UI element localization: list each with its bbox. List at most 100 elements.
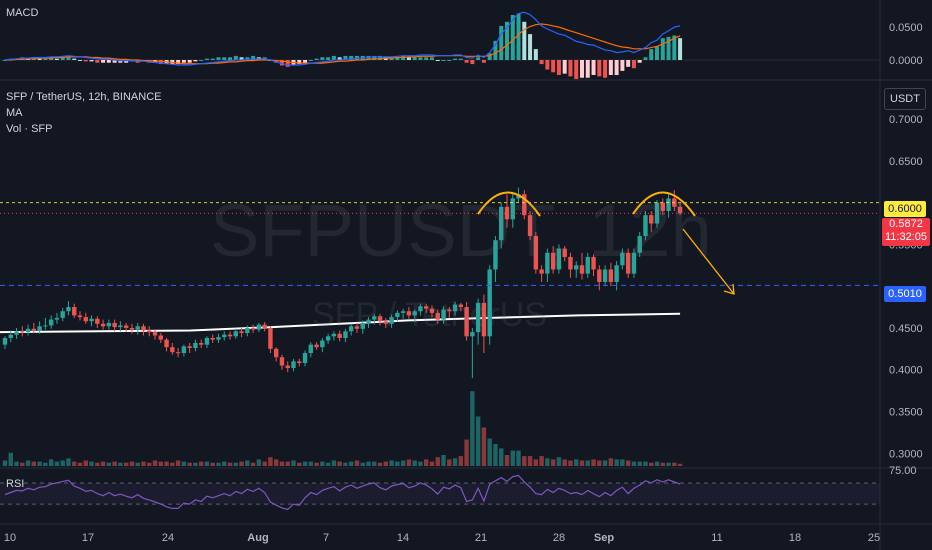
volume-bar xyxy=(643,461,648,466)
volume-bar xyxy=(666,462,671,466)
volume-bar xyxy=(562,459,567,466)
volume-label[interactable]: Vol · SFP xyxy=(6,123,53,135)
candle-body xyxy=(112,322,117,328)
candle-body xyxy=(95,318,100,324)
volume-bar xyxy=(441,455,446,466)
candle-body xyxy=(412,311,417,316)
volume-bar xyxy=(250,462,256,466)
candle-body xyxy=(539,269,544,274)
macd-histogram-bar xyxy=(251,55,256,60)
candle-body xyxy=(250,327,256,330)
macd-histogram-bar xyxy=(447,60,452,61)
macd-histogram-bar xyxy=(326,57,331,60)
macd-histogram-bar xyxy=(487,53,492,60)
macd-histogram-bar xyxy=(228,57,233,60)
volume-bar xyxy=(372,461,377,466)
volume-bar xyxy=(591,459,596,466)
candle-body xyxy=(510,198,515,220)
macd-histogram-bar xyxy=(233,55,238,60)
volume-bar xyxy=(14,461,19,466)
time-axis-tick: 7 xyxy=(323,532,329,544)
macd-histogram-bar xyxy=(470,60,475,65)
candle-body xyxy=(447,309,452,312)
projection-arrow-line xyxy=(682,228,735,295)
macd-histogram-bar xyxy=(522,21,527,61)
candle-body xyxy=(499,206,504,241)
volume-bar xyxy=(72,461,77,466)
macd-signal-line xyxy=(5,23,681,65)
candle-body xyxy=(591,256,596,270)
candle-body xyxy=(262,324,267,328)
volume-bar xyxy=(112,461,117,466)
volume-bar xyxy=(383,461,389,466)
time-axis-tick: 18 xyxy=(789,532,801,544)
volume-bar xyxy=(585,460,590,466)
candle-body xyxy=(239,331,244,333)
candle-body xyxy=(458,304,464,308)
macd-histogram-bar xyxy=(176,60,181,65)
candle-body xyxy=(620,252,625,266)
volume-bar xyxy=(510,450,515,466)
candle-body xyxy=(210,337,215,340)
macd-histogram-bar xyxy=(516,13,521,60)
volume-bar xyxy=(470,391,475,466)
volume-bar xyxy=(227,462,233,466)
candle-body xyxy=(631,252,637,274)
candle-body xyxy=(20,331,25,333)
macd-histogram-bar xyxy=(187,60,192,63)
candle-body xyxy=(66,307,71,312)
volume-bar xyxy=(452,458,458,466)
candle-body xyxy=(314,344,319,348)
currency-button[interactable]: USDT xyxy=(884,88,926,110)
macd-histogram-bar xyxy=(481,60,486,63)
ma-label[interactable]: MA xyxy=(6,107,23,119)
macd-histogram-bar xyxy=(395,57,400,60)
rsi-label[interactable]: RSI xyxy=(6,478,25,490)
volume-bar xyxy=(602,460,608,466)
candle-body xyxy=(222,334,227,338)
macd-pane[interactable] xyxy=(0,11,880,80)
symbol-title[interactable]: SFP / TetherUS, 12h, BINANCE xyxy=(6,91,162,103)
candle-body xyxy=(475,302,481,333)
candle-body xyxy=(77,315,83,318)
macd-histogram-bar xyxy=(83,60,88,62)
candle-body xyxy=(204,337,210,345)
volume-bar xyxy=(406,459,412,466)
macd-histogram-bar xyxy=(441,60,446,61)
macd-histogram-bar xyxy=(66,57,71,60)
candle-body xyxy=(625,252,631,274)
candle-body xyxy=(198,342,204,345)
volume-bar xyxy=(152,460,158,466)
candle-body xyxy=(123,325,129,328)
macd-histogram-bar xyxy=(72,58,77,60)
candle-body xyxy=(129,327,135,330)
candle-body xyxy=(25,328,31,333)
rsi-pane[interactable] xyxy=(0,474,880,511)
volume-bar xyxy=(631,461,637,466)
price-pane[interactable] xyxy=(0,187,880,379)
candle-body xyxy=(383,321,389,324)
macd-histogram-bar xyxy=(406,57,411,60)
candle-body xyxy=(487,269,492,337)
volume-bar xyxy=(123,462,129,466)
macd-label[interactable]: MACD xyxy=(6,7,39,19)
volume-bar xyxy=(285,461,290,466)
macd-histogram-bar xyxy=(412,57,417,60)
volume-bar xyxy=(48,459,54,466)
candle-body xyxy=(550,252,556,270)
macd-histogram-bar xyxy=(193,60,198,62)
macd-histogram-bar xyxy=(643,57,648,60)
macd-histogram-bar xyxy=(499,25,504,60)
candle-body xyxy=(533,236,539,270)
time-axis-tick: 24 xyxy=(162,532,174,544)
volume-bar xyxy=(239,461,244,466)
volume-bar xyxy=(204,461,210,466)
macd-histogram-bar xyxy=(54,58,59,60)
current-price-value: 0.5872 xyxy=(889,218,923,230)
candle-body xyxy=(256,324,262,330)
time-axis-tick: 10 xyxy=(4,532,16,544)
candle-body xyxy=(562,248,567,257)
volume-bar xyxy=(216,462,221,466)
volume-bar xyxy=(649,462,654,466)
